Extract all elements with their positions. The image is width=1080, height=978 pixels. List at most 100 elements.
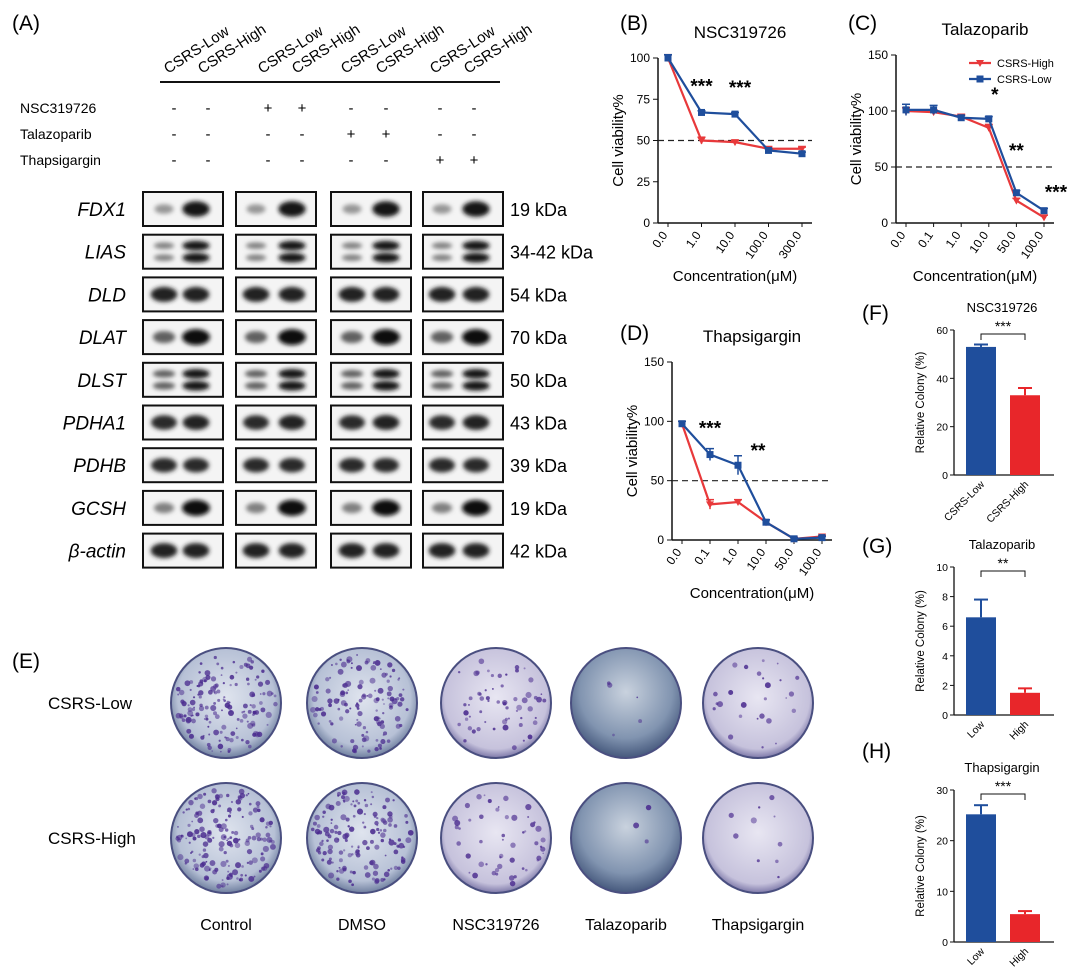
colony-spot (216, 662, 220, 666)
colony-spot (355, 852, 361, 858)
colony-spot (511, 745, 517, 751)
colony-spot (383, 703, 385, 705)
colony-spot (229, 710, 232, 713)
colony-spot (356, 808, 364, 815)
colony-spot (191, 850, 194, 853)
colony-spot (187, 704, 190, 707)
colony-spot (502, 700, 508, 706)
colony-spot (405, 708, 409, 712)
colony-spot (342, 867, 347, 872)
significance-marker: *** (995, 318, 1012, 334)
colony-spot (328, 719, 332, 723)
protein-band (278, 380, 306, 391)
colony-spot (509, 880, 516, 887)
colony-spot (213, 729, 220, 736)
y-tick-label: 20 (936, 836, 948, 848)
colony-spot (633, 822, 640, 829)
colony-spot (388, 839, 395, 846)
y-tick-label: 8 (942, 592, 948, 604)
bar (1010, 914, 1040, 942)
data-point (765, 146, 772, 154)
colony-spot (232, 660, 236, 664)
colony-spot (175, 712, 182, 719)
colony-spot (223, 699, 226, 702)
x-tick-label: 10.0 (713, 228, 738, 255)
colony-spot (536, 859, 540, 862)
colony-spot (251, 857, 258, 864)
culture-dish (306, 782, 418, 894)
colony-spot (210, 685, 217, 692)
colony-spot (389, 675, 392, 678)
protein-band (372, 368, 400, 379)
treatment-mark: - (384, 100, 389, 117)
colony-spot (235, 736, 239, 740)
bar (1010, 395, 1040, 475)
protein-band (245, 254, 267, 261)
treatment-mark: - (300, 152, 305, 169)
colony-spot (203, 875, 210, 881)
colony-spot (514, 665, 520, 670)
colony-spot (322, 815, 325, 818)
colony-spot (733, 833, 739, 839)
colony-spot (478, 692, 482, 696)
colony-spot (534, 841, 539, 846)
colony-spot (232, 837, 239, 844)
colony-spot (533, 821, 536, 824)
colony-spot (229, 836, 233, 840)
colony-spot (270, 840, 275, 844)
data-point (798, 150, 806, 158)
colony-spot (225, 736, 228, 739)
y-axis-label: Relative Colony (%) (915, 815, 927, 917)
protein-label: DLD (88, 285, 126, 306)
colony-spot (321, 858, 325, 862)
colony-spot (195, 867, 199, 872)
colony-spot (372, 870, 379, 876)
panel-label-e: (E) (12, 650, 40, 673)
colony-spot (192, 696, 196, 699)
data-point (698, 108, 705, 116)
colony-spot (315, 691, 319, 694)
colony-spot (221, 709, 223, 712)
colony-spot (383, 731, 388, 736)
x-tick-label: 100.0 (1018, 228, 1047, 261)
colony-spot (350, 803, 353, 806)
colony-spot (259, 817, 265, 823)
colony-spot (515, 668, 519, 673)
colony-spot (194, 797, 197, 800)
x-tick-label: 100.0 (796, 545, 825, 578)
colony-spot (216, 823, 222, 829)
colony-spot (393, 824, 398, 828)
molecular-weight-label: 70 kDa (510, 328, 568, 348)
colony-spot (638, 719, 643, 724)
protein-band (340, 370, 364, 378)
protein-band (279, 457, 305, 473)
colony-spot (217, 743, 224, 750)
blot-frame (235, 233, 317, 270)
colony-spot (728, 689, 734, 695)
colony-spot (248, 860, 253, 865)
colony-spot (250, 720, 256, 726)
colony-spot (497, 673, 502, 678)
colony-spot (221, 879, 224, 881)
colony-spot (491, 870, 497, 876)
colony-spot (216, 689, 221, 694)
molecular-weight-label: 19 kDa (510, 200, 568, 220)
colony-spot (775, 859, 779, 864)
colony-spot (393, 849, 399, 855)
protein-band (430, 382, 454, 390)
colony-spot (225, 859, 229, 863)
colony-spot (326, 839, 329, 842)
colony-spot (224, 828, 229, 832)
protein-band (462, 201, 490, 217)
colony-spot (266, 690, 273, 697)
colony-spot (330, 663, 333, 667)
colony-spot (229, 737, 234, 743)
colony-spot (788, 691, 795, 697)
colony-spot (398, 842, 405, 849)
colony-spot (375, 739, 379, 742)
significance-bracket (980, 570, 1026, 577)
protein-band (430, 331, 454, 344)
colony-spot (213, 817, 219, 824)
blot-frame (422, 447, 504, 484)
colony-spot (241, 815, 244, 818)
